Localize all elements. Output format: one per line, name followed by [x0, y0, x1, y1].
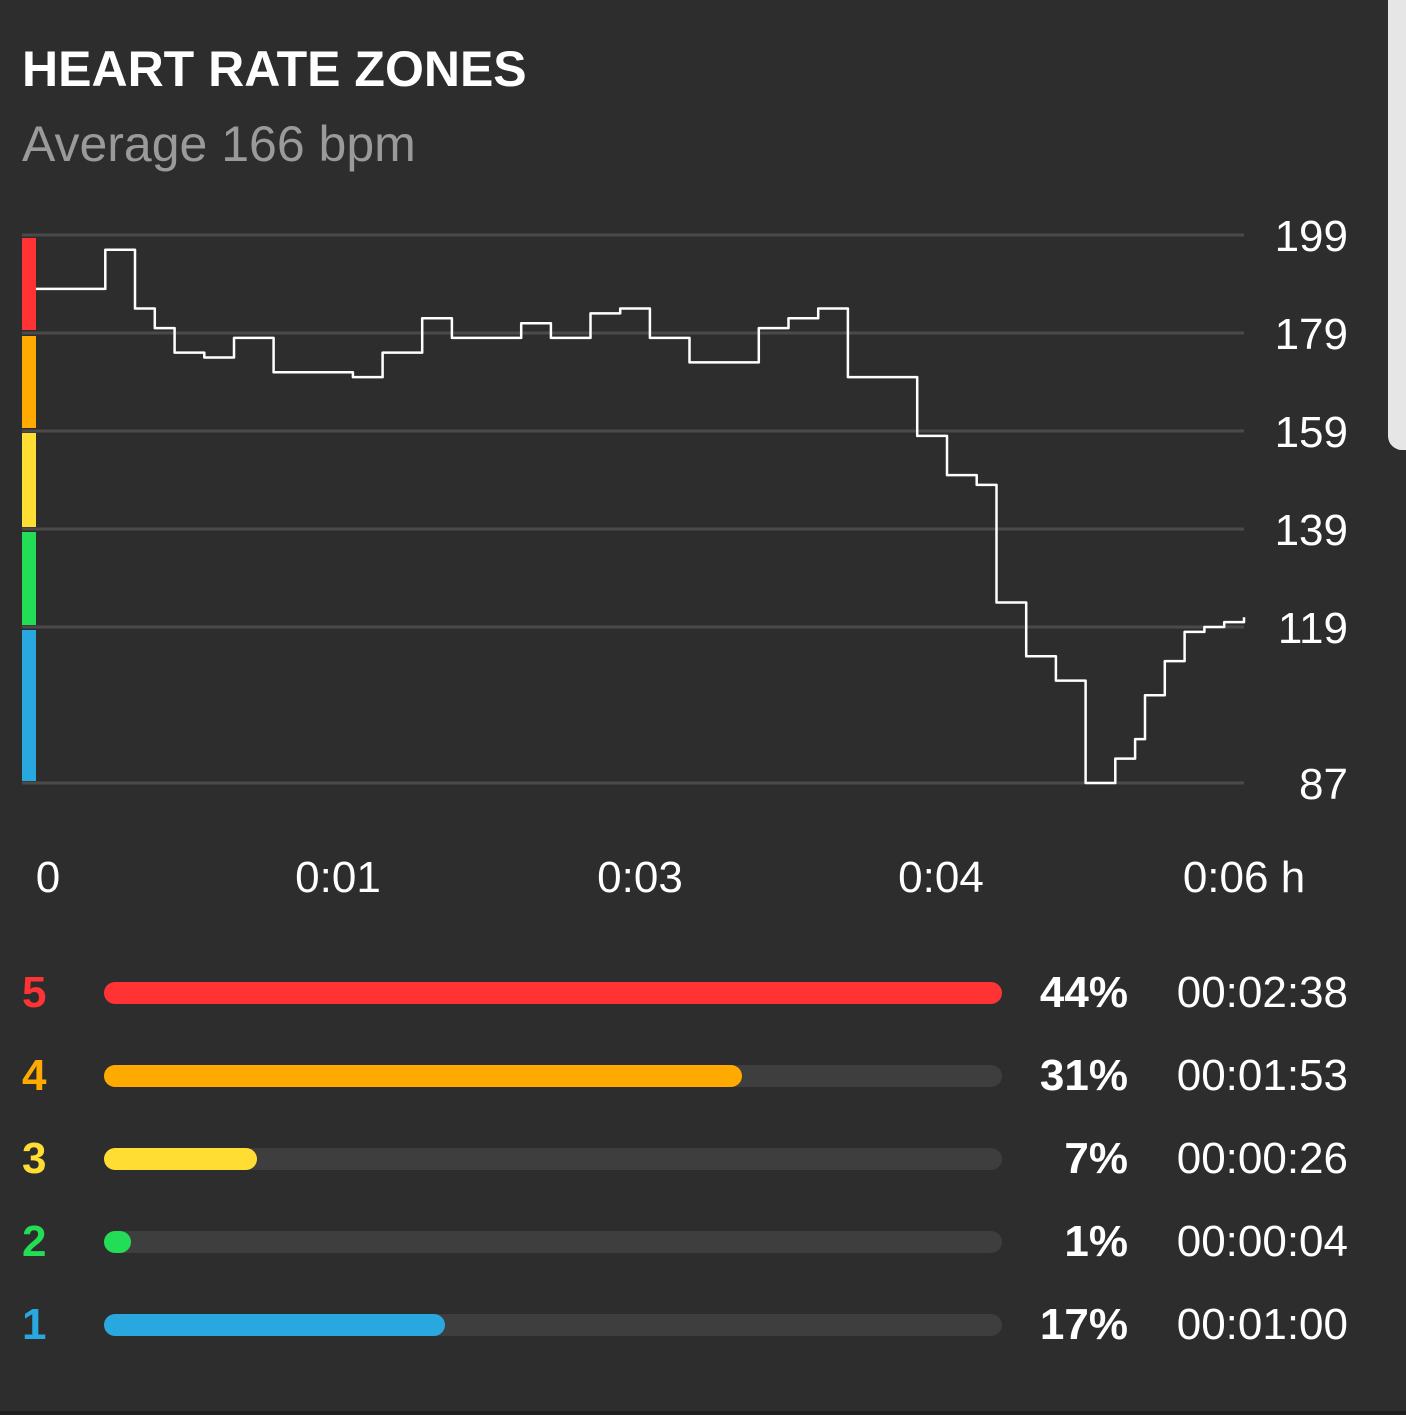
- zone-bar-fill: [104, 1314, 446, 1336]
- zone-number: 3: [22, 1134, 47, 1183]
- zone-row-3: 3 7% 00:00:26: [0, 1129, 1406, 1189]
- zone-number: 4: [22, 1051, 47, 1100]
- zone-percent: 1%: [1064, 1217, 1128, 1266]
- heart-rate-chart: 199 179 159 139 119 87 0 0:01 0:03 0:04 0:06 h: [22, 212, 1348, 902]
- x-tick-label: 0:03: [597, 853, 683, 902]
- zone-percent: 31%: [1039, 1051, 1128, 1100]
- zone-number: 5: [22, 968, 47, 1017]
- zone-duration: 00:00:26: [1176, 1134, 1348, 1183]
- zone-row-1: 1 17% 00:01:00: [0, 1295, 1406, 1355]
- y-tick-label: 179: [1275, 310, 1348, 359]
- zone-percent: 17%: [1039, 1300, 1128, 1349]
- zone-bar-track: [104, 1231, 1002, 1253]
- scrollbar[interactable]: [1388, 0, 1406, 450]
- zone-band: [22, 433, 36, 527]
- zone-row-5: 5 44% 00:02:38: [0, 963, 1406, 1023]
- x-tick-label: 0: [36, 853, 60, 902]
- zone-band: [22, 630, 36, 781]
- zone-bar-fill: [104, 982, 1002, 1004]
- zone-percent: 44%: [1039, 968, 1128, 1017]
- zone-duration: 00:01:53: [1176, 1051, 1348, 1100]
- zone-duration: 00:01:00: [1176, 1300, 1348, 1349]
- zone-bar-fill: [104, 1065, 742, 1087]
- y-tick-label: 199: [1275, 212, 1348, 261]
- x-tick-label: 0:04: [898, 853, 984, 902]
- zone-bar-track: [104, 982, 1002, 1004]
- y-tick-label: 139: [1275, 506, 1348, 555]
- zone-band: [22, 238, 36, 330]
- bottom-divider: [0, 1411, 1406, 1415]
- zone-bar-fill: [104, 1231, 131, 1253]
- zone-row-4: 4 31% 00:01:53: [0, 1046, 1406, 1106]
- zone-number: 1: [22, 1300, 47, 1349]
- zone-band: [22, 532, 36, 625]
- y-tick-label: 119: [1278, 604, 1348, 653]
- average-heart-rate: Average 166 bpm: [22, 116, 416, 172]
- zone-row-2: 2 1% 00:00:04: [0, 1212, 1406, 1272]
- zone-duration: 00:02:38: [1176, 968, 1348, 1017]
- zone-band: [22, 336, 36, 428]
- zone-bar-track: [104, 1148, 1002, 1170]
- zone-number: 2: [22, 1217, 47, 1266]
- x-tick-label: 0:06 h: [1183, 853, 1305, 902]
- heart-rate-line: [36, 248, 1246, 785]
- zone-bar-track: [104, 1065, 1002, 1087]
- zone-duration: 00:00:04: [1176, 1217, 1348, 1266]
- zone-bar-track: [104, 1314, 1002, 1336]
- x-tick-label: 0:01: [295, 853, 381, 902]
- zone-bar-fill: [104, 1148, 257, 1170]
- y-tick-label: 87: [1299, 760, 1348, 809]
- card-title: HEART RATE ZONES: [22, 41, 527, 97]
- y-tick-label: 159: [1275, 408, 1348, 457]
- zone-percent: 7%: [1064, 1134, 1128, 1183]
